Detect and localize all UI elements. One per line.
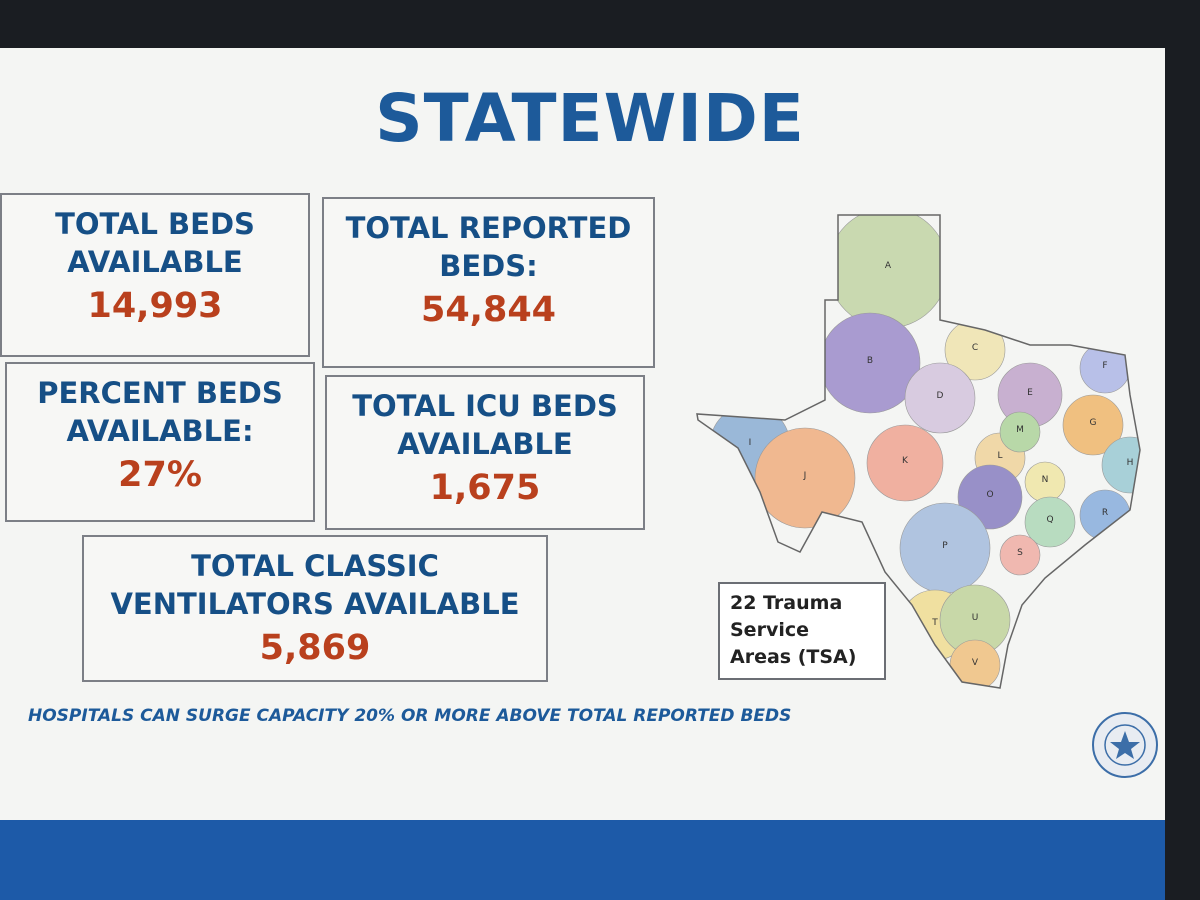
legend-line: Areas (TSA) — [730, 646, 857, 668]
tsa-region — [866, 424, 944, 502]
stat-box: TOTAL CLASSIC VENTILATORS AVAILABLE 5,869 — [82, 535, 548, 682]
tsa-region — [1101, 436, 1140, 494]
tsa-label: D — [937, 391, 944, 401]
stat-value: 1,675 — [429, 468, 541, 508]
stat-value: 14,993 — [87, 286, 223, 326]
stat-label: TOTAL REPORTED — [345, 211, 632, 245]
stat-label: TOTAL BEDS — [55, 207, 255, 241]
stat-label: AVAILABLE — [397, 427, 573, 461]
tsa-label: B — [867, 356, 873, 366]
stat-box: TOTAL BEDS AVAILABLE 14,993 — [0, 193, 310, 357]
tsa-region — [999, 534, 1041, 576]
stat-label: TOTAL ICU BEDS — [352, 389, 618, 423]
tsa-label: R — [1102, 508, 1108, 518]
tsa-region — [999, 411, 1041, 453]
tsa-label: G — [1090, 418, 1097, 428]
stat-value: 27% — [118, 455, 202, 495]
tsa-label: O — [986, 490, 993, 500]
tsa-label: C — [972, 343, 978, 353]
tsa-label: P — [942, 541, 948, 551]
tsa-label: V — [972, 658, 979, 668]
stat-value: 54,844 — [420, 290, 557, 330]
tsa-label: H — [1127, 458, 1134, 468]
stat-box: PERCENT BEDS AVAILABLE: 27% — [5, 362, 315, 522]
tsa-label: S — [1017, 548, 1023, 558]
tsa-label: N — [1042, 475, 1049, 485]
stat-box: TOTAL ICU BEDS AVAILABLE 1,675 — [325, 375, 645, 530]
legend-line: 22 Trauma — [730, 592, 843, 614]
tsa-label: L — [997, 451, 1002, 461]
tsa-label: F — [1102, 361, 1107, 371]
footnote: HOSPITALS CAN SURGE CAPACITY 20% OR MORE… — [28, 706, 792, 726]
tsa-label: T — [931, 618, 938, 628]
stat-label: AVAILABLE — [67, 245, 243, 279]
stat-label: AVAILABLE: — [66, 414, 254, 448]
stat-box: TOTAL REPORTED BEDS: 54,844 — [322, 197, 655, 368]
tsa-label: M — [1016, 425, 1024, 435]
tsa-label: K — [902, 456, 909, 466]
stat-label: VENTILATORS AVAILABLE — [110, 587, 520, 621]
tsa-region — [754, 427, 856, 529]
tsa-region — [1062, 394, 1124, 456]
tsa-label: U — [972, 613, 979, 623]
stat-label: PERCENT BEDS — [37, 376, 283, 410]
map-legend: 22 Trauma Service Areas (TSA) — [718, 582, 886, 680]
legend-line: Service — [730, 619, 809, 641]
stat-label: TOTAL CLASSIC — [191, 549, 439, 583]
tsa-label: Q — [1046, 515, 1053, 525]
tsa-label: A — [885, 261, 892, 271]
state-seal — [1092, 712, 1158, 778]
tsa-region — [1024, 496, 1076, 548]
tsa-region — [904, 362, 976, 434]
tsa-label: I — [749, 438, 752, 448]
slide-title: STATEWIDE — [375, 80, 805, 157]
tsa-label: J — [803, 471, 807, 481]
stat-value: 5,869 — [259, 628, 371, 668]
tsa-label: E — [1027, 388, 1033, 398]
bottom-bar — [0, 820, 1165, 900]
stat-label: BEDS: — [439, 249, 538, 283]
tsa-region — [957, 464, 1023, 530]
